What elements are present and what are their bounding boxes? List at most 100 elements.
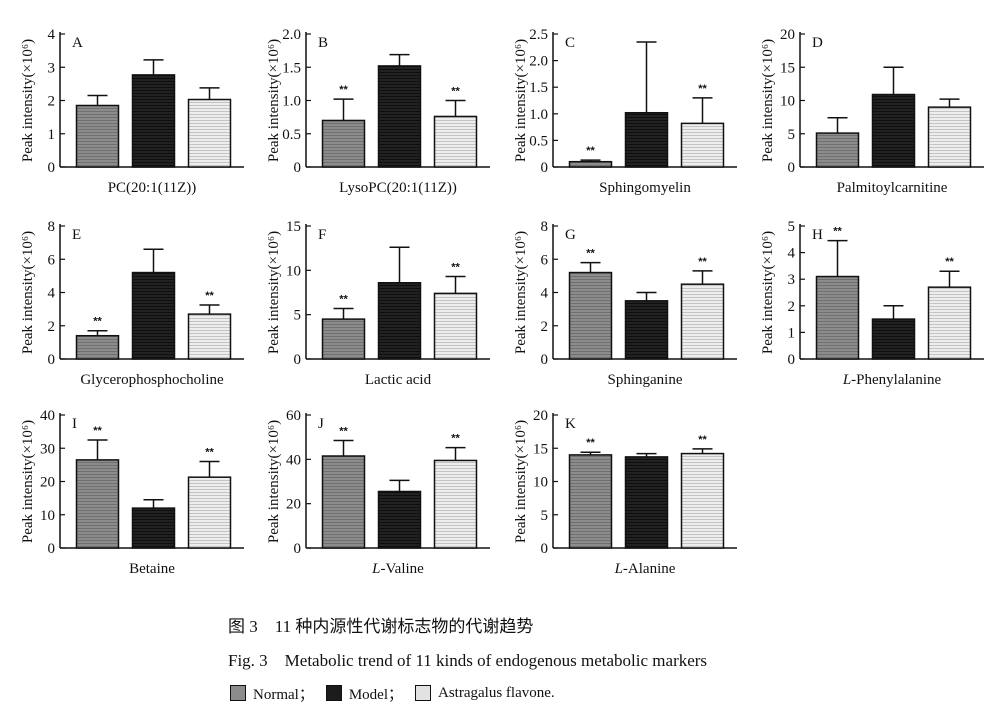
bar-c-3 bbox=[680, 122, 725, 168]
bar-g-1 bbox=[568, 271, 613, 360]
y-axis-title-b: Peak intensity(×10⁶) bbox=[266, 39, 282, 162]
y-tick-label-e: 4 bbox=[48, 286, 56, 302]
y-tick-label-f: 15 bbox=[286, 219, 301, 235]
y-tick-label-j: 0 bbox=[294, 541, 302, 557]
y-tick-label-f: 5 bbox=[294, 308, 302, 324]
bar-b-3 bbox=[433, 115, 478, 168]
x-axis-label-e: Glycerophosphocholine bbox=[80, 372, 224, 388]
bar-h-1 bbox=[815, 275, 860, 360]
bar-e-1 bbox=[75, 334, 120, 360]
bar-h-3 bbox=[927, 286, 972, 360]
significance-i-3: ** bbox=[205, 447, 214, 459]
y-tick-label-h: 0 bbox=[788, 352, 796, 368]
legend-label-normal: Normal； bbox=[253, 686, 314, 703]
y-axis-title-g: Peak intensity(×10⁶) bbox=[513, 231, 529, 354]
legend-swatch-normal bbox=[230, 685, 246, 701]
y-tick-label-h: 3 bbox=[788, 272, 796, 288]
panel-letter-d: D bbox=[812, 35, 823, 51]
y-tick-label-f: 10 bbox=[286, 263, 301, 279]
significance-b-1: ** bbox=[339, 84, 348, 96]
y-tick-label-j: 20 bbox=[286, 497, 301, 513]
bar-i-1 bbox=[75, 459, 120, 549]
bar-k-3 bbox=[680, 452, 725, 549]
bar-d-1 bbox=[815, 132, 860, 168]
y-tick-label-i: 40 bbox=[40, 408, 55, 424]
y-tick-label-d: 0 bbox=[788, 160, 796, 176]
y-tick-label-a: 2 bbox=[48, 94, 56, 110]
bar-k-1 bbox=[568, 454, 613, 549]
bar-c-1 bbox=[568, 160, 613, 168]
y-tick-label-a: 3 bbox=[48, 60, 56, 76]
y-tick-label-b: 1.5 bbox=[282, 60, 301, 76]
bar-e-2 bbox=[131, 271, 176, 360]
y-tick-label-k: 5 bbox=[541, 508, 549, 524]
legend-item-model: Model； bbox=[325, 683, 403, 704]
legend-swatch-astragalus bbox=[415, 685, 431, 701]
y-tick-label-e: 6 bbox=[48, 252, 56, 268]
panel-letter-h: H bbox=[812, 227, 823, 243]
figure-caption-chinese: 图 3 11 种内源性代谢标志物的代谢趋势 bbox=[228, 617, 534, 636]
significance-b-3: ** bbox=[451, 86, 460, 98]
significance-c-3: ** bbox=[698, 83, 707, 95]
x-axis-label-k: L-Alanine bbox=[614, 561, 676, 577]
panel-letter-a: A bbox=[72, 35, 83, 51]
x-axis-label-g: Sphinganine bbox=[608, 372, 683, 388]
y-axis-title-j: Peak intensity(×10⁶) bbox=[266, 420, 282, 543]
significance-j-1: ** bbox=[339, 425, 348, 437]
y-tick-label-i: 20 bbox=[40, 475, 55, 491]
y-tick-label-k: 15 bbox=[533, 441, 548, 457]
bar-a-3 bbox=[187, 98, 232, 168]
y-tick-label-i: 0 bbox=[48, 541, 56, 557]
legend: Normal； Model； Astragalus flavone. bbox=[230, 682, 567, 704]
bar-d-2 bbox=[871, 93, 916, 168]
y-tick-label-h: 5 bbox=[788, 219, 796, 235]
y-tick-label-k: 10 bbox=[533, 475, 548, 491]
y-axis-title-d: Peak intensity(×10⁶) bbox=[760, 39, 776, 162]
y-tick-label-d: 20 bbox=[780, 27, 795, 43]
x-axis-label-f: Lactic acid bbox=[365, 372, 432, 388]
legend-swatch-model bbox=[325, 685, 342, 701]
y-tick-label-k: 0 bbox=[541, 541, 549, 557]
significance-h-1: ** bbox=[833, 226, 842, 238]
y-axis-title-h: Peak intensity(×10⁶) bbox=[760, 231, 776, 354]
y-tick-label-e: 2 bbox=[48, 319, 56, 335]
panel-letter-f: F bbox=[318, 227, 326, 243]
y-tick-label-c: 0.5 bbox=[529, 133, 548, 149]
x-axis-label-c: Sphingomyelin bbox=[599, 180, 691, 196]
panel-letter-i: I bbox=[72, 416, 77, 432]
bar-f-1 bbox=[321, 318, 366, 360]
panel-h: 0 1 2 3 4 5 Peak intensity(×10⁶) H ** ** L-Phenyla… bbox=[760, 219, 984, 388]
y-tick-label-c: 2.5 bbox=[529, 27, 548, 43]
legend-label-astragalus: Astragalus flavone. bbox=[438, 684, 555, 701]
y-axis-title-c: Peak intensity(×10⁶) bbox=[513, 39, 529, 162]
significance-f-1: ** bbox=[339, 293, 348, 305]
x-axis-label-a: PC(20:1(11Z)) bbox=[108, 180, 197, 196]
significance-e-1: ** bbox=[93, 316, 102, 328]
y-tick-label-j: 60 bbox=[286, 408, 301, 424]
panel-e: 0 2 4 6 8 Peak intensity(×10⁶) E ** ** Glyceropho… bbox=[20, 219, 244, 388]
y-tick-label-g: 4 bbox=[541, 286, 549, 302]
bar-d-3 bbox=[927, 106, 972, 168]
y-tick-label-d: 10 bbox=[780, 94, 795, 110]
bar-b-2 bbox=[377, 65, 422, 168]
bar-g-2 bbox=[624, 300, 669, 360]
bar-i-3 bbox=[187, 476, 232, 549]
y-tick-label-g: 8 bbox=[541, 219, 549, 235]
bar-f-2 bbox=[377, 281, 422, 360]
x-axis-label-i: Betaine bbox=[129, 561, 175, 577]
bar-j-2 bbox=[377, 490, 422, 549]
x-axis-label-d: Palmitoylcarnitine bbox=[837, 180, 948, 196]
y-tick-label-b: 1.0 bbox=[282, 94, 301, 110]
y-axis-title-f: Peak intensity(×10⁶) bbox=[266, 231, 282, 354]
panel-letter-g: G bbox=[565, 227, 576, 243]
significance-k-3: ** bbox=[698, 434, 707, 446]
legend-item-astragalus: Astragalus flavone. bbox=[415, 685, 555, 702]
significance-f-3: ** bbox=[451, 262, 460, 274]
legend-label-model: Model； bbox=[348, 686, 403, 703]
